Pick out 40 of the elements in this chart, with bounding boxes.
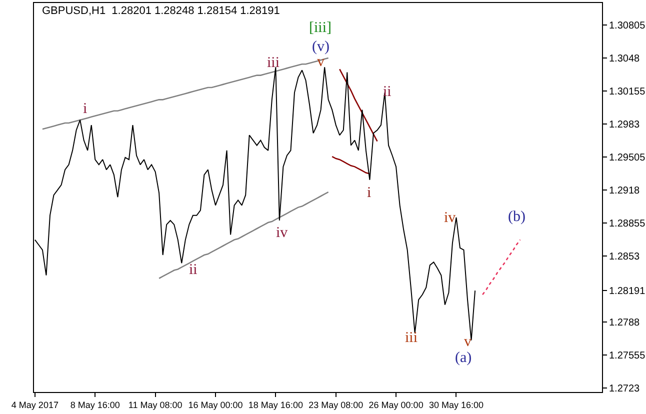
line-series <box>331 156 370 174</box>
line-series <box>42 57 329 130</box>
y-tick-label: 1.28191 <box>609 286 646 297</box>
y-tick-label: 1.30155 <box>609 86 646 98</box>
x-tick-label: 4 May 2017 <box>11 400 58 410</box>
annotation: v <box>464 334 472 350</box>
x-tick-label: 23 May 08:00 <box>308 400 364 410</box>
annotation: iii <box>405 330 418 346</box>
x-tick-label: 26 May 00:00 <box>368 400 424 410</box>
chart-title: GBPUSD,H1 1.28201 1.28248 1.28154 1.28191 <box>42 4 280 17</box>
annotation: ii <box>189 262 198 278</box>
annotation: (b) <box>508 209 526 225</box>
annotation: (a) <box>455 350 472 366</box>
y-tick-label: 1.29505 <box>609 152 646 164</box>
annotation: iii <box>267 55 280 71</box>
y-tick-label: 1.2788 <box>609 318 640 329</box>
y-tick-label: 1.2983 <box>609 120 640 131</box>
line-series <box>338 68 378 142</box>
annotation: i <box>83 101 88 117</box>
line-series <box>158 191 329 280</box>
annotation: v <box>317 54 325 70</box>
line-series <box>482 239 521 296</box>
y-tick-label: 1.30805 <box>609 20 646 32</box>
annotation: iv <box>444 210 456 226</box>
annotation: iv <box>276 225 288 241</box>
x-tick-label: 18 May 16:00 <box>248 400 303 410</box>
y-tick-label: 1.2723 <box>609 384 640 395</box>
x-tick-label: 11 May 08:00 <box>128 400 182 410</box>
y-tick-label: 1.2918 <box>609 186 640 197</box>
x-tick-label: 16 May 00:00 <box>188 400 243 410</box>
y-tick-label: 1.3048 <box>609 54 640 65</box>
annotation: (v) <box>312 39 330 55</box>
y-tick-label: 1.2853 <box>609 252 640 263</box>
y-tick-label: 1.28855 <box>609 218 646 230</box>
annotation: [iii] <box>309 20 332 36</box>
x-tick-label: 30 May 16:00 <box>428 400 484 410</box>
annotation: ii <box>383 84 392 100</box>
y-tick-label: 1.27555 <box>609 350 646 362</box>
annotation: i <box>367 185 372 201</box>
x-tick-label: 8 May 16:00 <box>70 400 120 410</box>
